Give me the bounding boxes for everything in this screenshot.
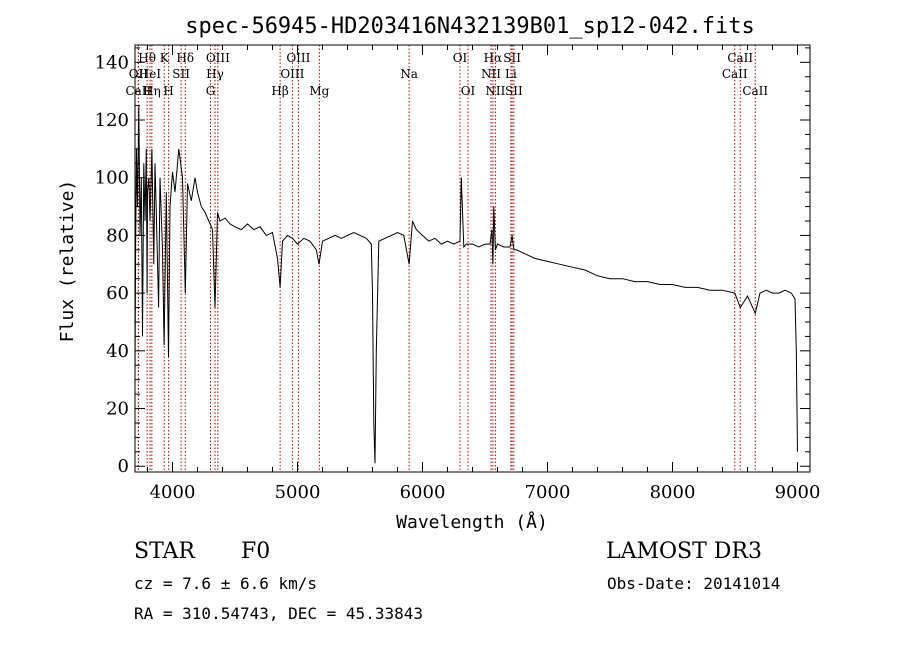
x-tick-label-5: 9000 bbox=[775, 482, 821, 503]
y-axis-label: Flux (relative) bbox=[57, 180, 78, 343]
y-tick-label-0: 0 bbox=[118, 456, 129, 477]
x-tick-label-3: 7000 bbox=[525, 482, 571, 503]
line-label-11: G bbox=[206, 84, 216, 98]
line-label-20: NII bbox=[481, 67, 501, 81]
line-label-26: CaII bbox=[722, 67, 748, 81]
spectrum-series bbox=[134, 105, 798, 464]
line-label-9: OIII bbox=[206, 51, 230, 65]
line-label-8: Hδ bbox=[176, 51, 194, 65]
x-axis-label: Wavelength (Å) bbox=[396, 511, 548, 533]
x-tick-label-4: 8000 bbox=[650, 482, 696, 503]
line-label-2: OII bbox=[129, 67, 149, 81]
plot-frame bbox=[134, 44, 811, 473]
axis-ticks: 4000 5000 6000 7000 8000 9000 0 20 40 60 80 100 120 1… bbox=[95, 45, 821, 503]
line-label-24: SII bbox=[505, 84, 523, 98]
line-label-18: OI bbox=[461, 84, 476, 98]
x-tick-label-0: 4000 bbox=[150, 482, 196, 503]
y-tick-label-6: 120 bbox=[95, 110, 129, 131]
coordinates: RA = 310.54743, DEC = 45.33843 bbox=[134, 604, 423, 623]
line-label-27: CaII bbox=[742, 84, 768, 98]
line-label-7: SII bbox=[172, 67, 190, 81]
survey-name: LAMOST DR3 bbox=[606, 539, 762, 564]
y-tick-label-7: 140 bbox=[95, 52, 129, 73]
line-label-3: HeI bbox=[139, 67, 162, 81]
x-tick-label-1: 5000 bbox=[275, 482, 321, 503]
spectrum-line bbox=[134, 105, 798, 464]
line-label-22: SII bbox=[503, 51, 521, 65]
object-class: STAR bbox=[134, 539, 195, 564]
line-label-6: H bbox=[163, 84, 173, 98]
y-tick-label-4: 80 bbox=[106, 225, 129, 246]
y-tick-label-5: 100 bbox=[95, 168, 129, 189]
chart-title: spec-56945-HD203416N432139B01_sp12-042.f… bbox=[185, 14, 755, 39]
line-label-1: Hθ bbox=[138, 51, 156, 65]
x-tick-label-2: 6000 bbox=[400, 482, 446, 503]
object-subclass: F0 bbox=[241, 539, 271, 564]
line-label-4: Hη bbox=[143, 84, 161, 98]
line-label-25: CaII bbox=[727, 51, 753, 65]
line-label-17: OI bbox=[453, 51, 468, 65]
redshift-value: cz = 7.6 ± 6.6 km/s bbox=[134, 574, 318, 593]
line-label-12: Hβ bbox=[271, 84, 288, 98]
line-label-14: OIII bbox=[280, 67, 304, 81]
line-label-15: Mg bbox=[309, 84, 329, 98]
line-label-23: Li bbox=[505, 67, 517, 81]
line-label-21: NII bbox=[485, 84, 505, 98]
observation-date: Obs-Date: 20141014 bbox=[607, 574, 781, 593]
line-label-10: Hγ bbox=[206, 67, 224, 81]
y-tick-label-2: 40 bbox=[106, 341, 129, 362]
line-label-5: K bbox=[160, 51, 170, 65]
line-label-19: Hα bbox=[484, 51, 503, 65]
y-tick-label-3: 60 bbox=[106, 283, 129, 304]
y-tick-label-1: 20 bbox=[106, 399, 129, 420]
line-label-13: OIII bbox=[286, 51, 310, 65]
line-label-16: Na bbox=[400, 67, 418, 81]
